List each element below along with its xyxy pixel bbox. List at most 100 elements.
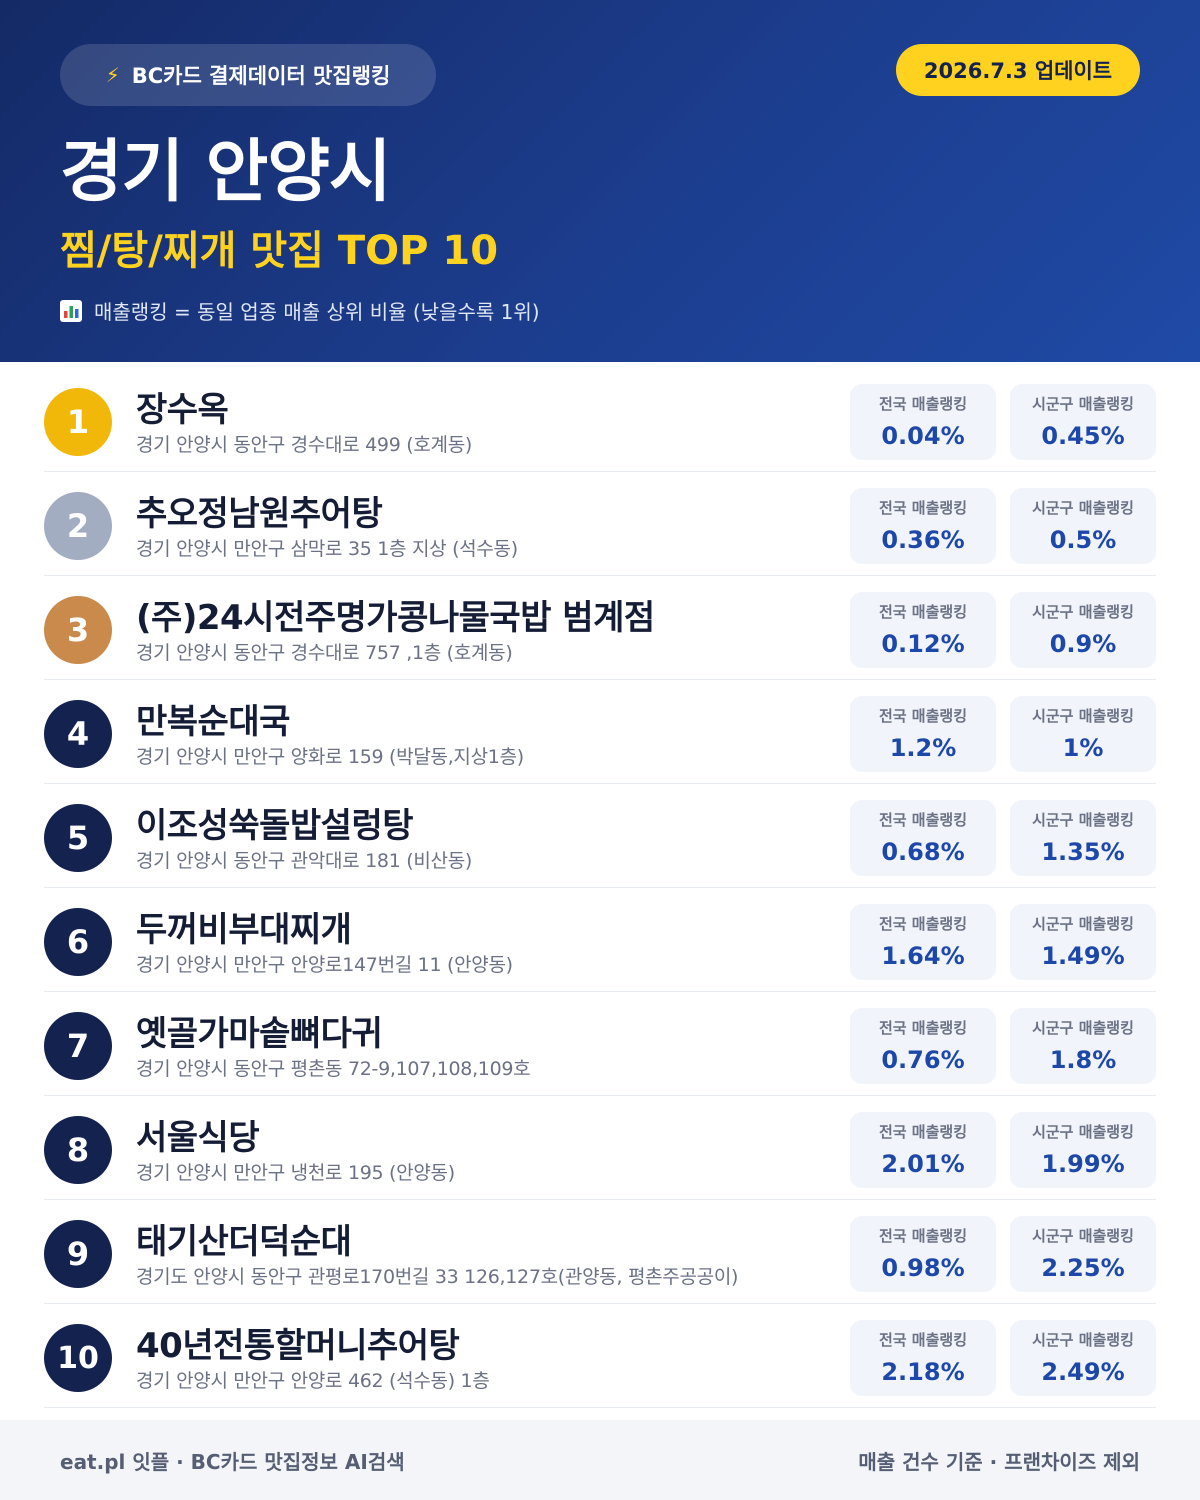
national-rank-label: 전국 매출랭킹 (878, 707, 968, 725)
local-rank-value: 2.25% (1041, 1254, 1125, 1282)
national-rank-value: 0.04% (881, 422, 965, 450)
national-rank-value: 2.01% (881, 1150, 965, 1178)
national-rank-box: 전국 매출랭킹 1.64% (850, 904, 996, 980)
restaurant-name[interactable]: 이조성쑥돌밥설렁탕 (136, 806, 414, 846)
restaurant-name[interactable]: (주)24시전주명가콩나물국밥 범계점 (136, 598, 655, 638)
restaurant-name[interactable]: 옛골가마솥뼈다귀 (136, 1014, 383, 1054)
national-rank-box: 전국 매출랭킹 0.36% (850, 488, 996, 564)
local-rank-label: 시군구 매출랭킹 (1032, 1019, 1134, 1037)
local-rank-value: 1.8% (1049, 1046, 1117, 1074)
national-rank-value: 0.36% (881, 526, 965, 554)
restaurant-address: 경기 안양시 동안구 평촌동 72-9,107,108,109호 (136, 1058, 531, 1080)
footer-right: 매출 건수 기준 · 프랜차이즈 제외 (858, 1449, 1140, 1474)
restaurant-name[interactable]: 두꺼비부대찌개 (136, 910, 352, 950)
local-rank-box: 시군구 매출랭킹 2.25% (1010, 1216, 1156, 1292)
rank-badge: 7 (44, 1012, 112, 1080)
rank-badge: 8 (44, 1116, 112, 1184)
local-rank-value: 0.45% (1041, 422, 1125, 450)
national-rank-box: 전국 매출랭킹 1.2% (850, 696, 996, 772)
national-rank-label: 전국 매출랭킹 (878, 1227, 968, 1245)
ranking-note: 매출랭킹 = 동일 업종 매출 상위 비율 (낮을수록 1위) (60, 296, 540, 325)
restaurant-address: 경기 안양시 만안구 삼막로 35 1층 지상 (석수동) (136, 538, 518, 560)
restaurant-address: 경기 안양시 만안구 냉천로 195 (안양동) (136, 1162, 455, 1184)
restaurant-row[interactable]: 3 (주)24시전주명가콩나물국밥 범계점 경기 안양시 동안구 경수대로 757 … (44, 576, 1156, 680)
national-rank-value: 1.64% (881, 942, 965, 970)
restaurant-address: 경기 안양시 만안구 양화로 159 (박달동,지상1층) (136, 746, 524, 768)
local-rank-box: 시군구 매출랭킹 1.35% (1010, 800, 1156, 876)
local-rank-value: 1.99% (1041, 1150, 1125, 1178)
local-rank-value: 2.49% (1041, 1358, 1125, 1386)
source-badge-label: BC카드 결제데이터 맛집랭킹 (131, 64, 391, 88)
national-rank-label: 전국 매출랭킹 (878, 1331, 968, 1349)
local-rank-value: 1.49% (1041, 942, 1125, 970)
restaurant-name[interactable]: 추오정남원추어탕 (136, 494, 383, 534)
restaurant-address: 경기 안양시 만안구 안양로147번길 11 (안양동) (136, 954, 513, 976)
rank-badge: 9 (44, 1220, 112, 1288)
local-rank-value: 0.9% (1049, 630, 1117, 658)
national-rank-box: 전국 매출랭킹 0.04% (850, 384, 996, 460)
rank-badge: 2 (44, 492, 112, 560)
local-rank-label: 시군구 매출랭킹 (1032, 811, 1134, 829)
restaurant-name[interactable]: 서울식당 (136, 1118, 260, 1158)
national-rank-label: 전국 매출랭킹 (878, 395, 968, 413)
city-title: 경기 안양시 (60, 133, 391, 212)
restaurant-name[interactable]: 40년전통할머니추어탕 (136, 1326, 460, 1366)
footer: eat.pl 잇플 · BC카드 맛집정보 AI검색 매출 건수 기준 · 프랜… (0, 1420, 1200, 1500)
national-rank-box: 전국 매출랭킹 2.01% (850, 1112, 996, 1188)
national-rank-label: 전국 매출랭킹 (878, 1019, 968, 1037)
local-rank-box: 시군구 매출랭킹 2.49% (1010, 1320, 1156, 1396)
national-rank-box: 전국 매출랭킹 0.98% (850, 1216, 996, 1292)
local-rank-label: 시군구 매출랭킹 (1032, 395, 1134, 413)
local-rank-box: 시군구 매출랭킹 0.9% (1010, 592, 1156, 668)
local-rank-box: 시군구 매출랭킹 0.5% (1010, 488, 1156, 564)
update-date-badge: 2026.7.3 업데이트 (896, 44, 1140, 96)
lightning-bolt-icon: ⚡ (105, 63, 120, 87)
local-rank-value: 1% (1062, 734, 1104, 762)
national-rank-label: 전국 매출랭킹 (878, 499, 968, 517)
local-rank-label: 시군구 매출랭킹 (1032, 915, 1134, 933)
national-rank-box: 전국 매출랭킹 2.18% (850, 1320, 996, 1396)
rank-badge: 10 (44, 1324, 112, 1392)
local-rank-label: 시군구 매출랭킹 (1032, 1331, 1134, 1349)
header-banner: ⚡ BC카드 결제데이터 맛집랭킹 2026.7.3 업데이트 경기 안양시 찜… (0, 0, 1200, 362)
category-subtitle: 찜/탕/찌개 맛집 TOP 10 (60, 228, 499, 274)
national-rank-label: 전국 매출랭킹 (878, 603, 968, 621)
local-rank-box: 시군구 매출랭킹 0.45% (1010, 384, 1156, 460)
national-rank-value: 0.98% (881, 1254, 965, 1282)
restaurant-name[interactable]: 태기산더덕순대 (136, 1222, 352, 1262)
bar-chart-icon (60, 299, 82, 322)
local-rank-box: 시군구 매출랭킹 1% (1010, 696, 1156, 772)
restaurant-row[interactable]: 1 장수옥 경기 안양시 동안구 경수대로 499 (호계동) 전국 매출랭킹 0.04… (44, 368, 1156, 472)
local-rank-label: 시군구 매출랭킹 (1032, 603, 1134, 621)
national-rank-box: 전국 매출랭킹 0.68% (850, 800, 996, 876)
national-rank-label: 전국 매출랭킹 (878, 811, 968, 829)
restaurant-address: 경기 안양시 동안구 경수대로 499 (호계동) (136, 434, 472, 456)
restaurant-name[interactable]: 만복순대국 (136, 702, 290, 742)
rank-badge: 6 (44, 908, 112, 976)
national-rank-label: 전국 매출랭킹 (878, 915, 968, 933)
local-rank-value: 1.35% (1041, 838, 1125, 866)
rank-badge: 4 (44, 700, 112, 768)
restaurant-row[interactable]: 9 태기산더덕순대 경기도 안양시 동안구 관평로170번길 33 126,127호… (44, 1200, 1156, 1304)
rank-badge: 3 (44, 596, 112, 664)
local-rank-box: 시군구 매출랭킹 1.99% (1010, 1112, 1156, 1188)
local-rank-label: 시군구 매출랭킹 (1032, 707, 1134, 725)
rank-badge: 5 (44, 804, 112, 872)
ranking-note-text: 매출랭킹 = 동일 업종 매출 상위 비율 (낮을수록 1위) (94, 300, 540, 324)
restaurant-address: 경기 안양시 만안구 안양로 462 (석수동) 1층 (136, 1370, 490, 1392)
local-rank-box: 시군구 매출랭킹 1.49% (1010, 904, 1156, 980)
restaurant-list: 1 장수옥 경기 안양시 동안구 경수대로 499 (호계동) 전국 매출랭킹 0.04… (44, 368, 1156, 1408)
local-rank-value: 0.5% (1049, 526, 1117, 554)
restaurant-name[interactable]: 장수옥 (136, 390, 229, 430)
national-rank-label: 전국 매출랭킹 (878, 1123, 968, 1141)
source-badge: ⚡ BC카드 결제데이터 맛집랭킹 (60, 44, 436, 106)
restaurant-address: 경기 안양시 동안구 관악대로 181 (비산동) (136, 850, 472, 872)
local-rank-label: 시군구 매출랭킹 (1032, 499, 1134, 517)
